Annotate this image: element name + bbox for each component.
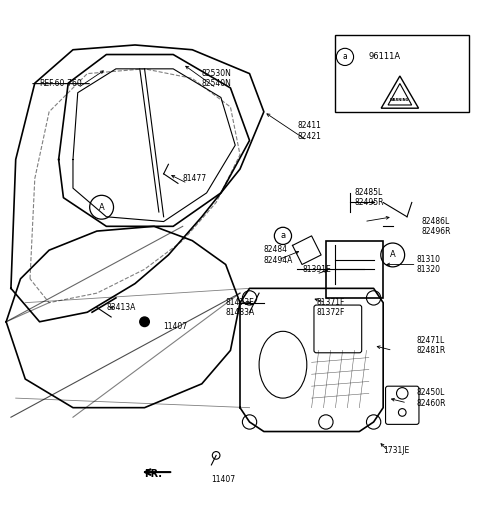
- Text: 81371F
81372F: 81371F 81372F: [316, 298, 345, 317]
- Text: 1731JE: 1731JE: [383, 446, 409, 455]
- Text: 82411
82421: 82411 82421: [297, 121, 321, 141]
- Text: WARNING: WARNING: [390, 98, 409, 102]
- Text: FR.: FR.: [144, 469, 163, 479]
- Text: 83413A: 83413A: [107, 303, 136, 312]
- Text: 81473E
81483A: 81473E 81483A: [226, 298, 255, 317]
- Text: 82530N
82540N: 82530N 82540N: [202, 69, 232, 88]
- Text: a: a: [343, 52, 348, 61]
- Text: 81477: 81477: [183, 174, 207, 183]
- Text: 82484
82494A: 82484 82494A: [264, 245, 293, 264]
- Text: 82471L
82481R: 82471L 82481R: [417, 336, 446, 355]
- Text: A: A: [99, 203, 105, 212]
- Text: 11407: 11407: [211, 475, 236, 484]
- Text: 82485L
82495R: 82485L 82495R: [355, 188, 384, 207]
- Text: 11407: 11407: [164, 322, 188, 331]
- Text: 81391E: 81391E: [302, 265, 331, 274]
- Text: 81310
81320: 81310 81320: [417, 255, 441, 274]
- Text: A: A: [390, 250, 396, 259]
- Text: 82450L
82460R: 82450L 82460R: [417, 388, 446, 408]
- Text: a: a: [280, 231, 286, 240]
- Text: 82486L
82496R: 82486L 82496R: [421, 216, 451, 236]
- Circle shape: [140, 317, 149, 326]
- Text: 96111A: 96111A: [369, 52, 401, 61]
- Text: REF.60-760: REF.60-760: [39, 79, 82, 88]
